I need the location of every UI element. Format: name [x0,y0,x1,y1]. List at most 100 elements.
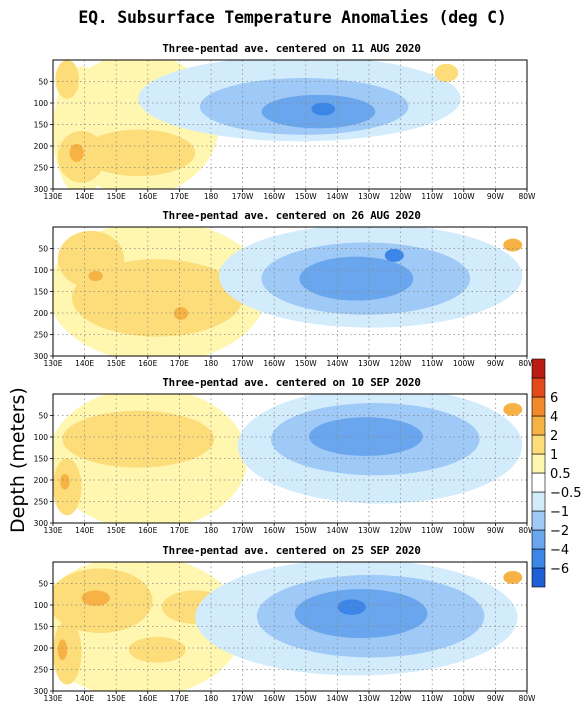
colorbar-label: −6 [550,562,569,577]
anomaly-contour-3-8 [503,403,523,416]
y-tick-label: 150 [34,288,49,297]
x-tick-label: 120W [390,694,412,703]
colorbar-swatch [531,377,546,398]
anomaly-contour-3-7 [308,417,423,456]
x-tick-label: 140E [75,694,94,703]
y-tick-label: 100 [34,433,49,442]
colorbar-label: −0.5 [550,486,582,501]
anomaly-contour-4-6 [81,590,110,606]
colorbar-swatch [531,548,546,569]
anomaly-contour-2-8 [299,256,414,301]
y-tick-label: 50 [38,412,48,421]
x-tick-label: 90W [487,694,505,703]
x-tick-label: 110W [421,192,443,201]
y-tick-label: 100 [34,99,49,108]
colorbar-label: 2 [550,429,558,444]
x-tick-label: 170W [232,192,254,201]
y-tick-label: 300 [34,687,49,696]
y-tick-label: 50 [38,245,48,254]
x-tick-label: 140E [75,192,94,201]
x-tick-label: 160E [138,694,157,703]
x-tick-label: 160E [138,359,157,368]
x-tick-label: 160W [263,694,285,703]
x-tick-label: 180 [204,359,219,368]
colorbar-swatch [531,434,546,455]
x-tick-label: 150E [107,192,126,201]
x-tick-label: 140W [327,192,349,201]
x-tick-label: 110W [421,526,443,535]
colorbar-label: −1 [550,505,569,520]
x-tick-label: 90W [487,359,505,368]
x-tick-label: 100W [453,694,475,703]
x-tick-label: 170E [170,694,189,703]
colorbar-swatch [531,415,546,436]
x-tick-label: 100W [453,359,475,368]
x-tick-label: 110W [421,359,443,368]
anomaly-contour-4-10 [294,589,428,639]
colorbar-swatch [531,510,546,531]
x-tick-label: 140W [327,526,349,535]
y-tick-label: 100 [34,266,49,275]
x-tick-label: 120W [390,359,412,368]
x-tick-label: 120W [390,526,412,535]
colorbar-label: 4 [550,410,558,425]
colorbar-label: −2 [550,524,569,539]
colorbar-swatch [531,472,546,493]
x-tick-label: 150E [107,526,126,535]
colorbar-swatch [531,491,546,512]
colorbar-swatch [531,358,546,379]
x-tick-label: 170E [170,192,189,201]
x-tick-label: 150W [295,192,317,201]
x-tick-label: 180 [204,694,219,703]
x-tick-label: 160W [263,526,285,535]
anomaly-contour-4-5 [53,620,82,685]
anomaly-contour-4-7 [57,639,68,661]
y-tick-label: 200 [34,309,49,318]
x-tick-label: 130E [43,359,62,368]
anomaly-contour-1-10 [311,102,336,116]
x-tick-label: 170W [232,526,254,535]
anomaly-contour-4-4 [128,636,186,663]
x-tick-label: 80W [519,192,537,201]
plot-frame [52,393,528,524]
y-tick-label: 200 [34,644,49,653]
y-tick-label: 50 [38,580,48,589]
x-tick-label: 100W [453,192,475,201]
x-tick-label: 170W [232,359,254,368]
anomaly-contour-4-11 [337,599,366,615]
x-tick-label: 150W [295,526,317,535]
anomaly-contour-3-4 [60,473,70,490]
y-tick-label: 100 [34,601,49,610]
anomaly-contour-1-5 [69,143,84,162]
x-tick-label: 150E [107,359,126,368]
x-tick-label: 100W [453,526,475,535]
y-tick-label: 300 [34,519,49,528]
colorbar-swatch [531,396,546,417]
x-tick-label: 140W [327,694,349,703]
x-tick-label: 130W [358,694,380,703]
anomaly-contour-2-10 [503,238,523,252]
y-tick-label: 150 [34,455,49,464]
x-tick-label: 140E [75,359,94,368]
colorbar: −6 −4 −2 −1 −0.5 0.5 1 2 4 6 [531,358,582,588]
colorbar-swatch [531,567,546,588]
anomaly-contour-1-6 [55,60,80,99]
anomaly-contour-2-9 [384,248,404,262]
y-tick-label: 300 [34,352,49,361]
x-tick-label: 170E [170,359,189,368]
anomaly-contour-2-3 [57,230,125,288]
colorbar-swatch [531,453,546,474]
x-tick-label: 80W [519,694,537,703]
y-tick-label: 250 [34,498,49,507]
x-tick-label: 140W [327,359,349,368]
x-tick-label: 150E [107,694,126,703]
figure-title: EQ. Subsurface Temperature Anomalies (de… [78,8,507,27]
y-tick-label: 50 [38,78,48,87]
panel-3-title: Three-pentad ave. centered on 10 SEP 202… [162,376,421,389]
x-tick-label: 130E [43,526,62,535]
x-tick-label: 160W [263,359,285,368]
x-tick-label: 90W [487,526,505,535]
x-tick-label: 140E [75,526,94,535]
